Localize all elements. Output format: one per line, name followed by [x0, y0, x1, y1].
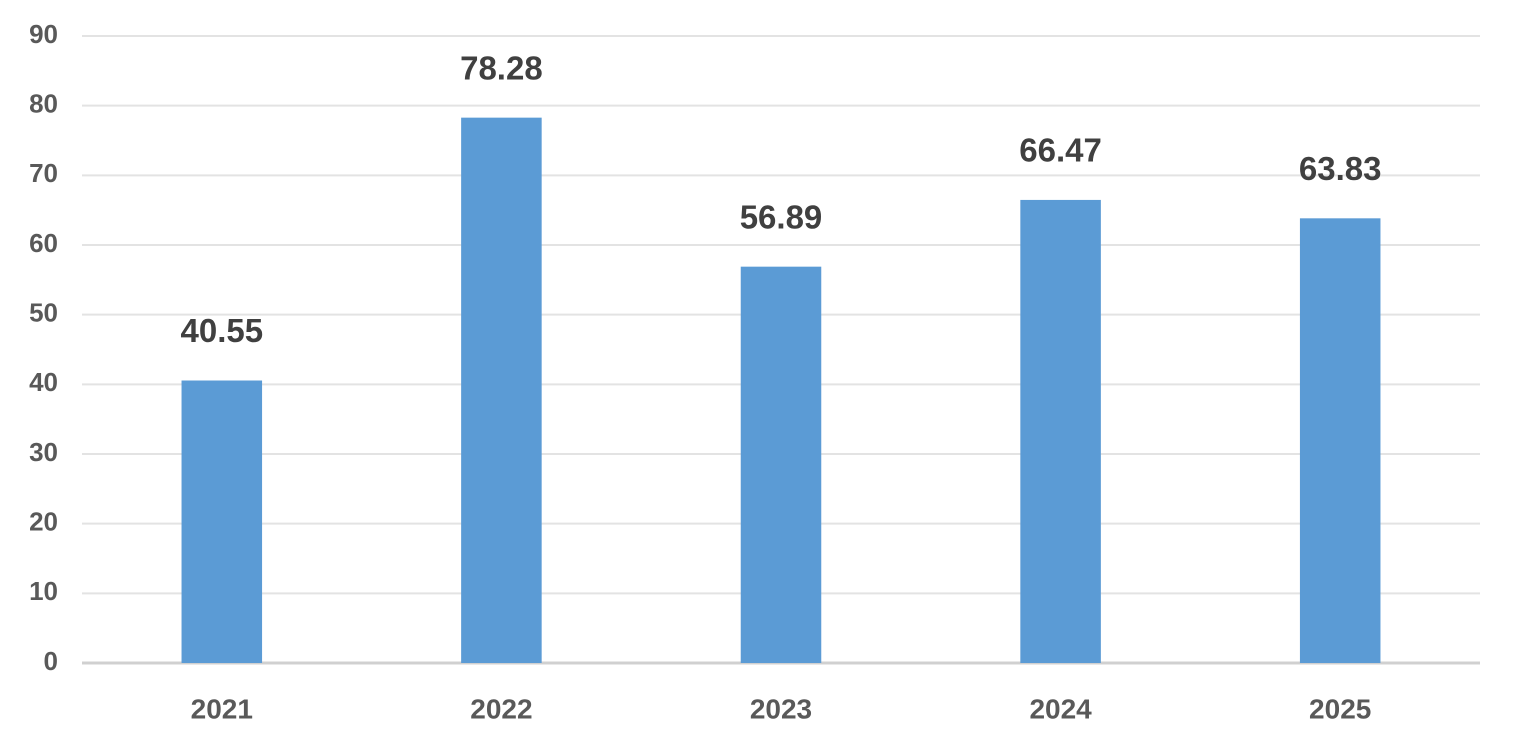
bar [1299, 218, 1381, 663]
value-label: 78.28 [460, 49, 543, 86]
bar [740, 266, 822, 663]
x-tick-label: 2025 [1309, 693, 1371, 724]
x-tick-label: 2023 [750, 693, 812, 724]
y-tick-label: 50 [29, 298, 58, 328]
y-tick-label: 70 [29, 158, 58, 188]
y-tick-label: 10 [29, 576, 58, 606]
x-tick-label: 2021 [191, 693, 253, 724]
y-tick-label: 20 [29, 507, 58, 537]
x-tick-label: 2024 [1029, 693, 1092, 724]
bar [181, 380, 263, 663]
y-tick-label: 80 [29, 89, 58, 119]
value-label: 66.47 [1019, 132, 1102, 169]
y-tick-label: 60 [29, 228, 58, 258]
bar [1020, 199, 1101, 663]
y-tick-label: 0 [44, 646, 58, 676]
value-label: 63.83 [1299, 150, 1382, 187]
value-label: 40.55 [181, 312, 264, 349]
y-tick-label: 30 [29, 437, 58, 467]
y-tick-label: 90 [29, 19, 58, 49]
y-tick-label: 40 [29, 367, 58, 397]
value-label: 56.89 [740, 198, 823, 235]
x-tick-label: 2022 [470, 693, 532, 724]
bar [461, 117, 542, 663]
